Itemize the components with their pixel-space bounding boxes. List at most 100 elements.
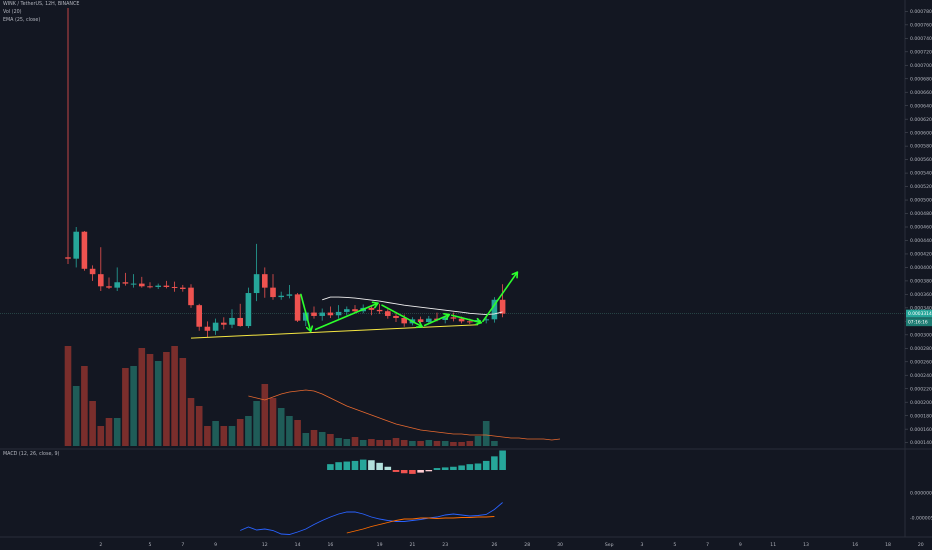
- annotation-arrowhead: [475, 317, 483, 326]
- time-tick-label: 26: [491, 542, 497, 548]
- annotation-arrowhead: [415, 321, 424, 328]
- macd-histogram-bar: [466, 464, 474, 470]
- volume-bar: [433, 441, 441, 446]
- time-tick-label: 11: [770, 542, 776, 548]
- time-tick-label: 2: [99, 542, 102, 548]
- volume-bar: [163, 352, 170, 446]
- candle-body: [442, 317, 448, 320]
- candle-body: [483, 319, 489, 321]
- macd-line-path: [240, 502, 503, 535]
- macd-histogram-bar: [327, 464, 334, 470]
- time-tick-label: 5: [673, 542, 676, 548]
- candle-body: [286, 294, 293, 296]
- candles-layer: [65, 8, 506, 338]
- volume-bar: [392, 438, 400, 446]
- time-tick-label: 30: [557, 542, 563, 548]
- volume-bar: [409, 441, 416, 446]
- candle-body: [344, 309, 350, 312]
- time-tick-label: 12: [262, 542, 268, 548]
- volume-bar: [253, 401, 260, 446]
- candle-body: [114, 282, 120, 288]
- time-tick-label: 3: [641, 542, 644, 548]
- volume-bar: [335, 438, 342, 446]
- volume-bar: [212, 421, 219, 446]
- volume-bar: [400, 440, 408, 446]
- macd-histogram-bar: [425, 470, 433, 472]
- candle-body: [89, 268, 96, 275]
- annotation-arrow: [381, 304, 424, 328]
- macd-histogram-bar: [368, 460, 375, 470]
- macd-histogram-bar: [441, 467, 449, 470]
- volume-pane: [64, 346, 498, 446]
- volume-bar: [130, 366, 137, 446]
- candle-body: [81, 231, 88, 269]
- last-price-value: 0.0003314: [908, 311, 932, 317]
- macd-histogram-bar: [499, 450, 506, 470]
- macd-histogram-bar: [409, 470, 416, 474]
- annotation-arrowhead: [443, 313, 451, 320]
- candle-body: [458, 318, 465, 322]
- volume-bar: [146, 354, 154, 446]
- candle-body: [426, 318, 432, 323]
- candle-body: [180, 287, 186, 289]
- volume-ma-path: [248, 389, 561, 441]
- candle-body: [417, 319, 424, 323]
- annotation-arrow: [450, 314, 483, 324]
- volume-bar: [89, 401, 96, 446]
- countdown-tag: [906, 318, 932, 327]
- volume-bar: [220, 426, 228, 446]
- macd-histogram-bar: [351, 460, 359, 470]
- macd-histogram-bar: [458, 465, 465, 470]
- candle-body: [196, 305, 202, 327]
- candle-body: [188, 287, 194, 306]
- candle-body: [352, 309, 358, 312]
- price-tags: 0.0003314 07:16:16: [906, 309, 932, 327]
- volume-bar: [269, 398, 277, 446]
- candle-body: [294, 294, 301, 321]
- time-tick-label: 18: [885, 542, 891, 548]
- volume-bar: [204, 426, 211, 446]
- candle-body: [147, 286, 153, 288]
- macd-tick-label: 0.0000000: [910, 491, 932, 497]
- candle-body: [155, 285, 161, 287]
- macd-pane: [240, 450, 506, 535]
- volume-bar: [417, 441, 424, 446]
- candle-body: [499, 299, 506, 314]
- annotation-arrowhead: [511, 271, 519, 279]
- candle-body: [303, 312, 309, 321]
- candle-body: [73, 231, 79, 259]
- macd-histogram-bar: [417, 470, 424, 473]
- candle-body: [253, 274, 260, 294]
- time-tick-label: 23: [442, 542, 448, 548]
- candle-body: [278, 295, 284, 298]
- candle-body: [475, 319, 481, 323]
- vol-legend: Vol (20): [3, 10, 22, 15]
- volume-bar: [450, 442, 457, 446]
- volume-bar: [286, 416, 293, 446]
- candle-body: [450, 317, 457, 319]
- macd-legend: MACD (12, 26, close, 9): [3, 452, 60, 457]
- volume-bar: [72, 386, 80, 446]
- annotation-arrow: [482, 271, 519, 323]
- candle-body: [65, 257, 71, 259]
- macd-histogram-bar: [343, 461, 351, 470]
- volume-bar: [81, 366, 88, 446]
- macd-histogram-bar: [392, 470, 400, 472]
- time-tick-label: 7: [706, 542, 709, 548]
- time-tick-label: Sep: [605, 542, 614, 548]
- volume-bar: [458, 442, 465, 446]
